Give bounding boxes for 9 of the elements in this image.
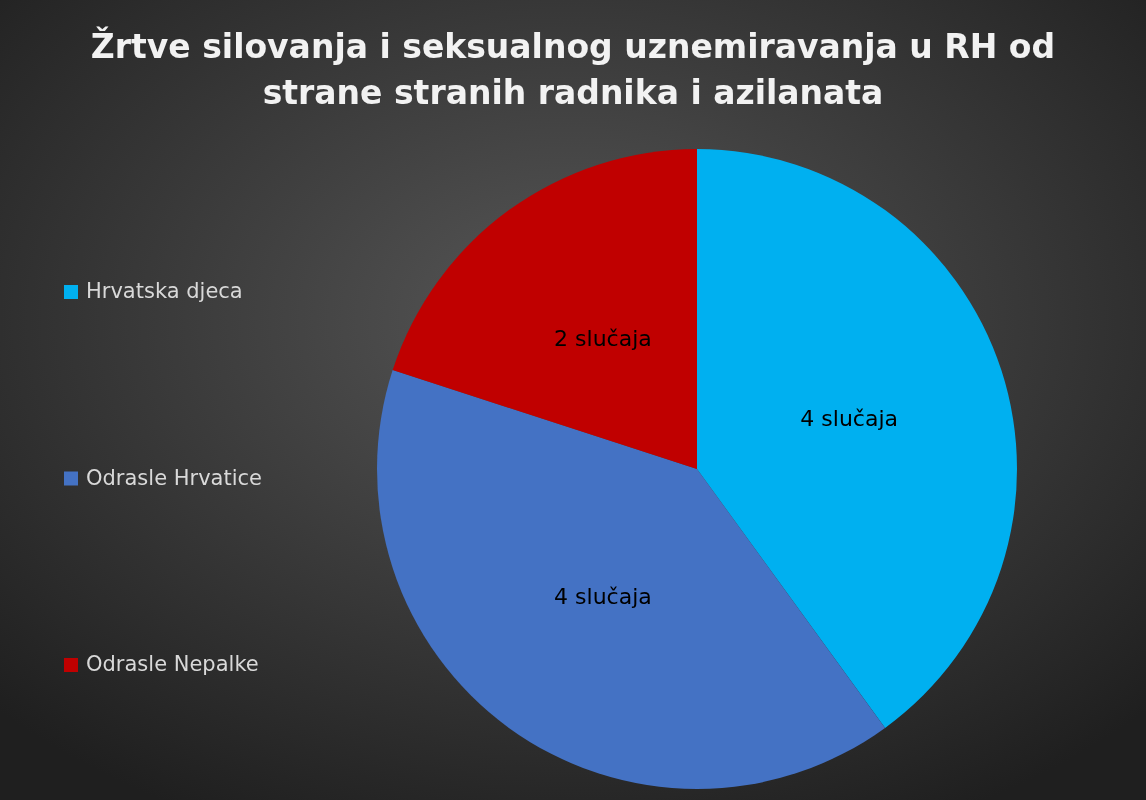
legend-label: Odrasle Nepalke: [86, 652, 259, 676]
pie-slice: [392, 149, 697, 469]
data-label: 2 slučaja: [554, 325, 652, 351]
pie-slice: [697, 149, 1017, 728]
data-label: 4 slučaja: [554, 584, 652, 610]
data-label: 4 slučaja: [800, 405, 899, 431]
legend-label: Hrvatska djeca: [86, 279, 243, 303]
legend-label: Odrasle Hrvatice: [86, 465, 262, 490]
chart-title: Žrtve silovanja i seksualnog uznemiravanja u RH od strane stranih radnika i azilanata: [90, 26, 1056, 112]
